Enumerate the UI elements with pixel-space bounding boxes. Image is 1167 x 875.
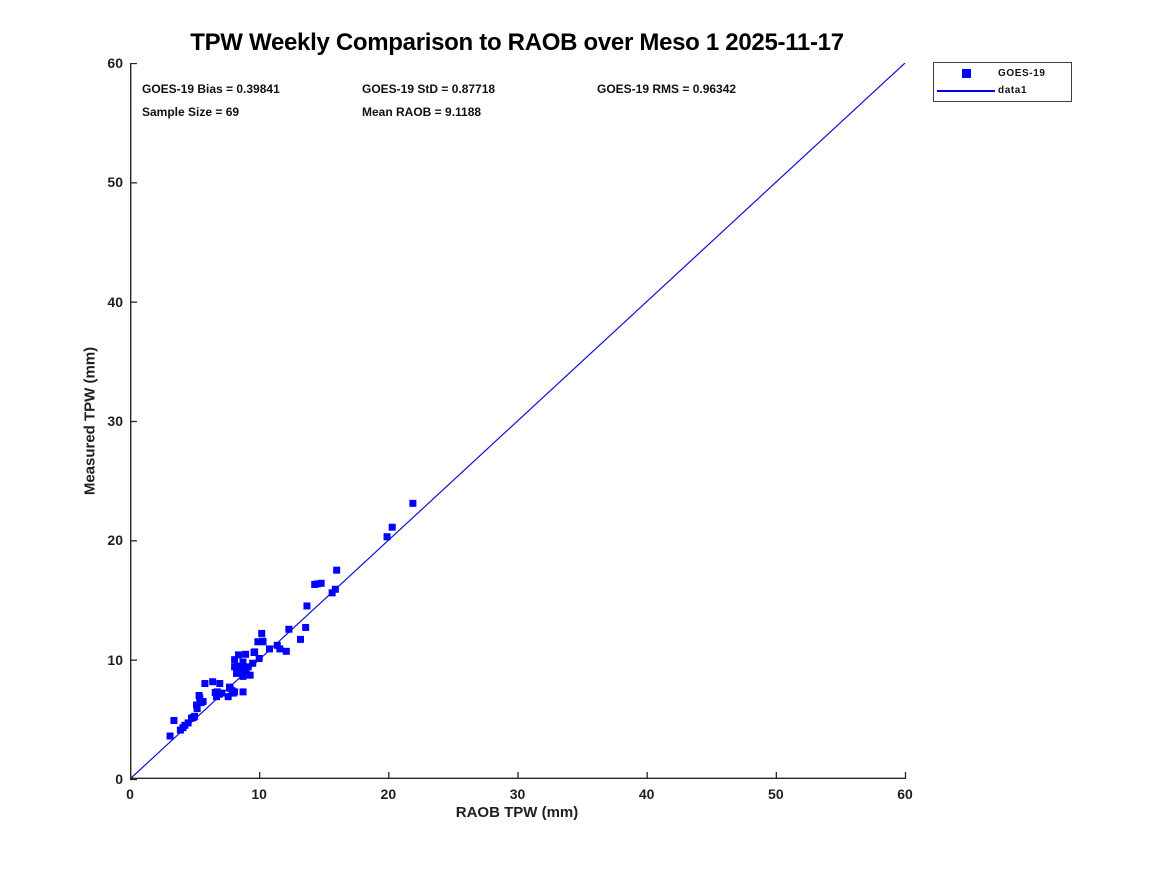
y-tick-label: 40 xyxy=(107,293,123,310)
scatter-point xyxy=(191,712,199,720)
scatter-point xyxy=(251,648,259,656)
scatter-point xyxy=(239,672,247,680)
legend-line-icon xyxy=(934,89,998,92)
scatter-point xyxy=(303,602,311,610)
scatter-point xyxy=(242,650,250,658)
stat-std: GOES-19 StD = 0.87718 xyxy=(362,82,496,96)
y-tick-label: 10 xyxy=(107,651,123,668)
x-tick-label: 50 xyxy=(768,786,784,802)
scatter-plot xyxy=(130,63,907,781)
scatter-point xyxy=(193,701,201,709)
scatter-point xyxy=(259,638,267,646)
legend-label-data1: data1 xyxy=(998,85,1028,96)
scatter-point xyxy=(302,623,310,631)
x-tick-label: 10 xyxy=(251,786,267,802)
scatter-point xyxy=(239,688,247,696)
x-axis-label: RAOB TPW (mm) xyxy=(455,804,579,821)
scatter-point xyxy=(216,680,224,688)
scatter-point xyxy=(231,688,239,696)
scatter-point xyxy=(235,651,242,659)
y-tick-label: 20 xyxy=(107,532,123,549)
legend-label-goes19: GOES-19 xyxy=(998,68,1046,79)
scatter-point xyxy=(218,689,226,697)
legend-row-data1: data1 xyxy=(934,83,1071,99)
scatter-point xyxy=(313,580,321,588)
stat-sample-size: Sample Size = 69 xyxy=(142,105,240,119)
stat-rms: GOES-19 RMS = 0.96342 xyxy=(597,82,737,96)
scatter-point xyxy=(249,659,257,667)
x-tick-label: 60 xyxy=(897,786,913,802)
scatter-point xyxy=(388,523,396,531)
scatter-point xyxy=(331,585,339,593)
scatter-point xyxy=(383,533,391,541)
scatter-point xyxy=(224,693,232,701)
scatter-point xyxy=(273,641,281,649)
scatter-point xyxy=(233,662,241,670)
scatter-point xyxy=(317,579,325,587)
y-tick-label: 0 xyxy=(115,771,123,787)
legend-marker-icon xyxy=(934,69,998,78)
scatter-point xyxy=(199,697,207,705)
y-tick-label: 60 xyxy=(107,55,123,71)
scatter-point xyxy=(409,499,417,507)
scatter-point xyxy=(282,647,290,655)
scatter-point xyxy=(328,589,336,597)
scatter-point xyxy=(166,732,174,740)
legend: GOES-19 data1 xyxy=(933,62,1072,102)
scatter-point xyxy=(236,668,244,676)
stat-mean-raob: Mean RAOB = 9.1188 xyxy=(362,105,482,119)
scatter-point xyxy=(209,678,217,686)
scatter-point xyxy=(266,645,273,653)
stat-bias: GOES-19 Bias = 0.39841 xyxy=(142,82,280,96)
scatter-point xyxy=(246,671,254,679)
scatter-point xyxy=(254,638,262,646)
scatter-point xyxy=(285,625,293,633)
scatter-point xyxy=(244,663,252,671)
legend-row-goes19: GOES-19 xyxy=(934,66,1071,82)
y-tick-label: 50 xyxy=(107,174,123,191)
scatter-point xyxy=(193,705,201,713)
scatter-point xyxy=(255,654,263,662)
x-tick-label: 20 xyxy=(380,786,397,802)
scatter-point xyxy=(276,645,284,653)
x-tick-label: 0 xyxy=(126,786,134,802)
y-tick-label: 30 xyxy=(107,413,123,429)
scatter-point xyxy=(184,719,192,727)
scatter-point xyxy=(170,717,178,725)
scatter-point xyxy=(242,666,250,674)
y-axis-label: Measured TPW (mm) xyxy=(81,346,99,496)
scatter-point xyxy=(237,663,245,671)
scatter-point xyxy=(196,694,204,702)
scatter-point xyxy=(333,566,341,574)
x-tick-label: 40 xyxy=(638,786,655,802)
scatter-point xyxy=(201,680,209,688)
scatter-point xyxy=(297,635,304,643)
scatter-point xyxy=(239,658,247,666)
chart-title: TPW Weekly Comparison to RAOB over Meso … xyxy=(190,29,844,56)
x-tick-label: 30 xyxy=(509,786,526,802)
scatter-point xyxy=(258,629,266,637)
scatter-point xyxy=(231,656,239,664)
